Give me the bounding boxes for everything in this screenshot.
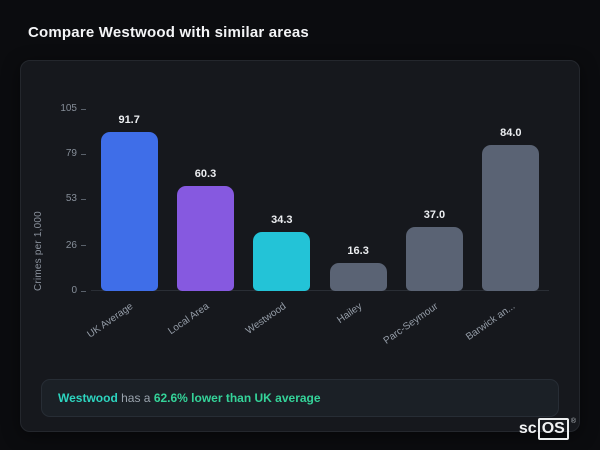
x-axis-label: UK Average xyxy=(85,301,136,341)
y-tick-mark xyxy=(81,153,86,155)
y-axis-title: Crimes per 1,000 xyxy=(33,211,44,291)
bar-parc-seymour[interactable]: 37.0 xyxy=(405,209,463,291)
y-axis-tick: 26 xyxy=(65,239,91,251)
bar-value-label: 84.0 xyxy=(500,127,522,140)
y-tick-label: 0 xyxy=(71,285,77,296)
bar-westwood[interactable]: 34.3 xyxy=(253,214,311,291)
summary-middle: has a xyxy=(117,391,154,405)
bar-uk-average[interactable]: 91.7 xyxy=(100,114,158,291)
x-axis-line xyxy=(91,290,549,291)
logo-boxed-text: OS xyxy=(537,418,569,440)
bar-chart: 91.7 UK Average 60.3 Local Area 34.3 Westwood… xyxy=(60,104,549,347)
summary-stat: 62.6% lower than UK average xyxy=(153,391,321,405)
bar-value-label: 60.3 xyxy=(194,168,217,181)
bars: 91.7 UK Average 60.3 Local Area 34.3 Westwood… xyxy=(86,109,549,347)
y-axis-tick: 53 xyxy=(66,194,91,204)
registered-mark: ® xyxy=(570,418,576,425)
bar-slot: 16.3 Hailey xyxy=(320,109,396,326)
page-title: Compare Westwood with similar areas xyxy=(28,24,309,41)
y-tick-mark xyxy=(81,198,86,200)
y-tick-mark xyxy=(81,108,86,110)
bar-slot: 37.0 Parc-Seymour xyxy=(382,109,472,347)
bar-value-label: 34.3 xyxy=(271,213,293,226)
y-tick-label: 79 xyxy=(65,148,77,160)
x-axis-label: Hailey xyxy=(335,301,365,326)
y-axis-tick: 79 xyxy=(66,149,91,159)
logo-prefix: sc xyxy=(518,420,537,437)
bar-barwick-an[interactable]: 84.0 xyxy=(482,127,540,291)
chart-card: Crimes per 1,000 91.7 UK Average 60.3 Local… xyxy=(20,60,580,432)
bar-value-label: 16.3 xyxy=(347,244,369,257)
scos-logo: sc OS ® xyxy=(519,418,576,440)
x-axis-label: Barwick an... xyxy=(463,301,518,343)
bar-slot: 91.7 UK Average xyxy=(86,109,167,341)
summary-box: Westwood has a 62.6% lower than UK avera… xyxy=(41,379,559,417)
x-axis-label: Local Area xyxy=(166,301,212,338)
bar-value-label: 91.7 xyxy=(118,114,140,127)
x-axis-label: Westwood xyxy=(243,301,289,337)
bar-hailey[interactable]: 16.3 xyxy=(329,245,387,291)
y-tick-label: 53 xyxy=(65,193,77,205)
bar-slot: 84.0 Barwick an... xyxy=(464,109,549,343)
bar-slot: 34.3 Westwood xyxy=(244,109,320,337)
y-tick-mark xyxy=(81,290,86,292)
bar-local-area[interactable]: 60.3 xyxy=(176,168,234,291)
summary-area: Westwood xyxy=(58,391,118,405)
bar-slot: 60.3 Local Area xyxy=(167,109,243,337)
y-tick-label: 26 xyxy=(65,239,77,251)
x-axis-label: Parc-Seymour xyxy=(382,301,441,347)
y-tick-mark xyxy=(81,245,86,247)
y-tick-label: 105 xyxy=(60,103,77,114)
y-axis-tick: 105 xyxy=(60,104,91,114)
y-axis-tick: 0 xyxy=(71,286,91,296)
bar-value-label: 37.0 xyxy=(423,208,446,221)
